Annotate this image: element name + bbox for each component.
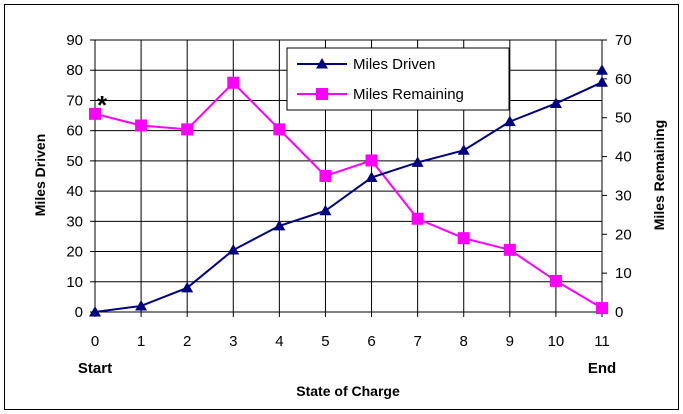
x-end-label: End	[588, 360, 616, 377]
data-point-triangle	[596, 76, 608, 87]
series-miles-driven	[89, 64, 608, 317]
left-tick-label: 0	[75, 304, 83, 321]
data-point-triangle	[227, 244, 240, 255]
data-point-square	[365, 154, 378, 167]
right-tick-label: 70	[615, 32, 632, 49]
x-tick-label: 10	[548, 333, 565, 350]
series-line	[94, 81, 603, 313]
right-axis-title: Miles Remaining	[651, 120, 667, 230]
left-axis-title: Miles Driven	[32, 134, 48, 216]
data-point-triangle	[365, 171, 378, 183]
right-tick-label: 10	[615, 265, 632, 282]
legend-label: Miles Remaining	[353, 86, 464, 103]
x-tick-label: 4	[275, 333, 283, 350]
right-tick-label: 20	[615, 226, 632, 243]
data-point-square	[503, 243, 516, 256]
data-point-square	[319, 170, 332, 182]
legend-marker-square	[316, 88, 328, 100]
right-tick-label: 0	[615, 304, 623, 321]
series-miles-remaining	[89, 76, 608, 315]
x-tick-label: 6	[367, 333, 375, 350]
x-tick-label: 7	[413, 333, 421, 350]
data-point-triangle	[89, 306, 101, 317]
left-tick-label: 20	[66, 244, 83, 261]
left-axis-ticks: 0 10 20 30 40 50 60 70 80 90	[66, 32, 95, 321]
x-tick-label: 3	[229, 333, 237, 350]
data-point-square	[457, 232, 470, 245]
asterisk-annotation: *	[97, 90, 108, 120]
legend-label: Miles Driven	[353, 56, 436, 73]
left-tick-label: 70	[66, 92, 83, 109]
plot-area	[94, 39, 603, 313]
data-point-triangle	[273, 219, 286, 231]
x-tick-label: 0	[91, 333, 99, 350]
data-point-square	[549, 274, 562, 287]
data-point-square	[227, 76, 240, 89]
x-tick-label: 1	[137, 333, 145, 350]
data-point-triangle	[135, 299, 148, 311]
data-point-triangle	[549, 97, 562, 108]
data-point-square	[89, 107, 101, 120]
x-start-label: Start	[78, 360, 112, 377]
left-tick-label: 40	[66, 183, 83, 200]
data-point-triangle	[503, 115, 516, 127]
data-point-square	[135, 119, 148, 132]
right-tick-label: 60	[615, 71, 632, 88]
right-axis-ticks: 0 10 20 30 40 50 60 70	[602, 32, 632, 321]
left-tick-label: 10	[66, 274, 83, 291]
data-point-square	[596, 302, 608, 315]
data-point-square	[273, 123, 286, 136]
legend: Miles Driven Miles Remaining	[286, 47, 510, 111]
right-tick-label: 30	[615, 187, 632, 204]
x-axis-title: State of Charge	[296, 383, 400, 399]
data-point-triangle	[457, 144, 470, 155]
x-tick-label: 2	[183, 333, 191, 350]
left-tick-label: 60	[66, 123, 83, 140]
data-point-square	[181, 123, 194, 136]
legend-marker-triangle	[316, 58, 328, 69]
x-tick-label: 11	[594, 333, 610, 350]
data-point-triangle	[181, 281, 194, 293]
data-point-triangle	[411, 156, 424, 167]
right-tick-label: 40	[615, 149, 632, 166]
x-tick-label: 8	[460, 333, 468, 350]
left-tick-label: 90	[66, 32, 83, 49]
extra-data-point-triangle	[596, 64, 608, 75]
x-tick-label: 5	[321, 333, 329, 350]
data-point-triangle	[319, 204, 332, 216]
x-axis-ticks: 0 1 2 3 4 5 6 7 8 9 10 11	[91, 312, 610, 350]
series-line	[94, 81, 603, 309]
x-tick-label: 9	[506, 333, 514, 350]
left-tick-label: 80	[66, 62, 83, 79]
data-point-square	[411, 212, 424, 225]
left-tick-label: 50	[66, 153, 83, 170]
left-tick-label: 30	[66, 213, 83, 230]
right-tick-label: 50	[615, 110, 632, 127]
